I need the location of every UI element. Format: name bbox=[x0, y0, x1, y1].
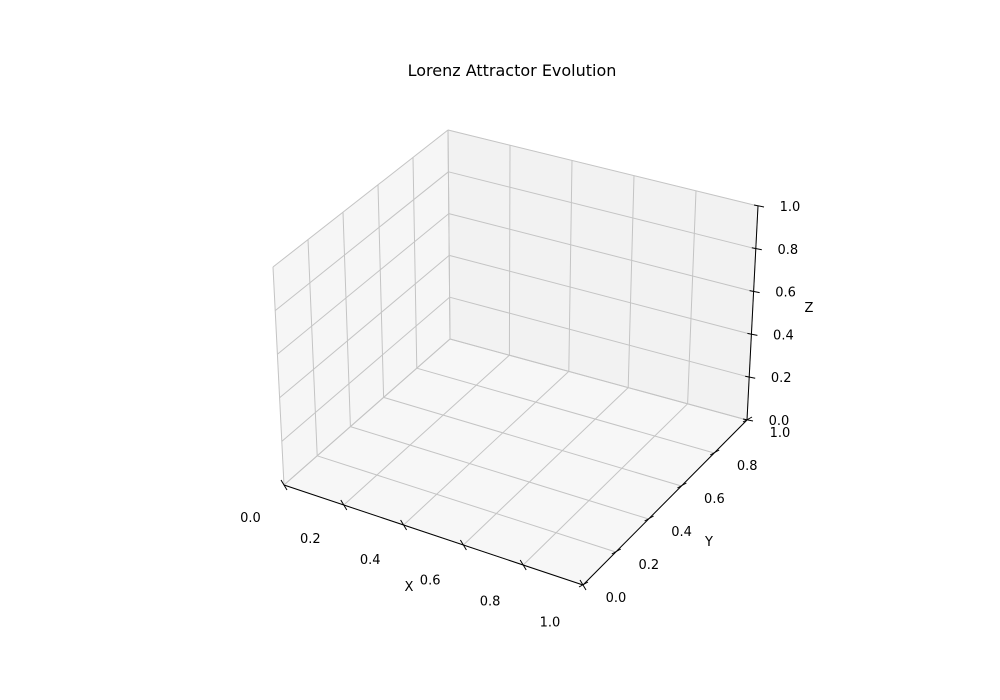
x-grid-back-4 bbox=[687, 190, 697, 404]
z-grid-back-3 bbox=[448, 213, 754, 293]
y-tick-label-5: 1.0 bbox=[770, 426, 791, 441]
z-grid-side-4 bbox=[274, 171, 449, 311]
y-grid-side-2 bbox=[342, 212, 351, 427]
y-axis-line bbox=[582, 419, 748, 586]
x-grid-floor-4 bbox=[522, 403, 688, 566]
y-grid-floor-2 bbox=[350, 426, 649, 520]
x-tick-label-3: 0.6 bbox=[420, 574, 441, 589]
z-tick-3 bbox=[749, 290, 760, 294]
z-tick-label-2: 0.4 bbox=[773, 328, 794, 343]
z-tick-label-3: 0.6 bbox=[775, 286, 796, 301]
z-grid-side-5 bbox=[272, 129, 449, 268]
x-axis-line bbox=[283, 484, 584, 586]
z-tick-1 bbox=[745, 375, 756, 379]
y-tick-label-1: 0.2 bbox=[638, 558, 659, 573]
y-tick-3 bbox=[677, 482, 687, 489]
y-tick-label-2: 0.4 bbox=[671, 525, 692, 540]
z-tick-label-0: 0.0 bbox=[769, 414, 790, 429]
z-tick-label-1: 0.2 bbox=[771, 371, 792, 386]
z-grid-back-5 bbox=[447, 129, 759, 207]
x-tick-3 bbox=[459, 539, 467, 551]
x-tick-label-2: 0.4 bbox=[360, 553, 381, 568]
z-grid-side-1 bbox=[281, 296, 450, 442]
y-tick-2 bbox=[644, 515, 654, 522]
x-tick-4 bbox=[519, 559, 527, 571]
x-tick-label-0: 0.0 bbox=[240, 511, 261, 526]
z-tick-4 bbox=[751, 247, 762, 251]
z-tick-2 bbox=[747, 332, 758, 336]
y-grid-floor-3 bbox=[383, 396, 682, 487]
x-axis-label: X bbox=[405, 580, 414, 595]
z-grid-side-2 bbox=[279, 255, 450, 399]
z-axis-line bbox=[746, 205, 759, 421]
y-grid-side-5 bbox=[447, 129, 451, 340]
x-grid-floor-1 bbox=[343, 354, 510, 506]
z-tick-label-5: 1.0 bbox=[780, 200, 801, 215]
x-grid-floor-2 bbox=[403, 371, 570, 526]
y-grid-side-4 bbox=[412, 157, 418, 369]
y-axis-label: Y bbox=[704, 535, 713, 550]
x-tick-label-1: 0.2 bbox=[300, 532, 321, 547]
x-grid-back-1 bbox=[508, 145, 511, 356]
y-tick-label-0: 0.0 bbox=[606, 591, 627, 606]
z-grid-side-3 bbox=[277, 213, 450, 355]
y-tick-label-4: 0.8 bbox=[737, 459, 758, 474]
x-tick-2 bbox=[400, 519, 408, 531]
x-tick-label-4: 0.8 bbox=[480, 594, 501, 609]
y-grid-side-1 bbox=[307, 239, 318, 456]
y-tick-4 bbox=[709, 449, 720, 456]
tick-marks bbox=[280, 204, 765, 591]
y-grid-floor-1 bbox=[317, 455, 616, 553]
z-tick-label-4: 0.8 bbox=[777, 243, 798, 258]
x-grid-back-2 bbox=[568, 160, 573, 372]
chart-title: Lorenz Attractor Evolution bbox=[408, 61, 617, 80]
y-grid-side-3 bbox=[377, 184, 385, 398]
z-axis-label: Z bbox=[805, 301, 814, 316]
tick-labels: 0.00.20.40.60.81.00.00.20.40.60.81.00.00… bbox=[240, 200, 800, 630]
z-tick-5 bbox=[753, 204, 765, 208]
z-grid-back-1 bbox=[449, 296, 750, 378]
x-grid-floor-3 bbox=[463, 387, 629, 546]
z-grid-back-0 bbox=[449, 338, 748, 421]
axis-lines bbox=[283, 205, 759, 586]
x-tick-label-5: 1.0 bbox=[540, 615, 561, 630]
x-tick-0 bbox=[280, 479, 288, 491]
z-grid-back-4 bbox=[448, 171, 756, 250]
y-tick-0 bbox=[578, 581, 589, 588]
x-grid-back-3 bbox=[627, 175, 635, 388]
z-grid-back-2 bbox=[449, 254, 752, 335]
y-grid-side-0 bbox=[272, 266, 285, 486]
y-grid-floor-4 bbox=[416, 367, 715, 454]
z-tick-0 bbox=[742, 418, 754, 422]
x-tick-1 bbox=[340, 499, 348, 511]
z-grid-side-0 bbox=[283, 338, 451, 486]
y-tick-1 bbox=[611, 548, 622, 555]
y-tick-label-3: 0.6 bbox=[704, 492, 725, 507]
